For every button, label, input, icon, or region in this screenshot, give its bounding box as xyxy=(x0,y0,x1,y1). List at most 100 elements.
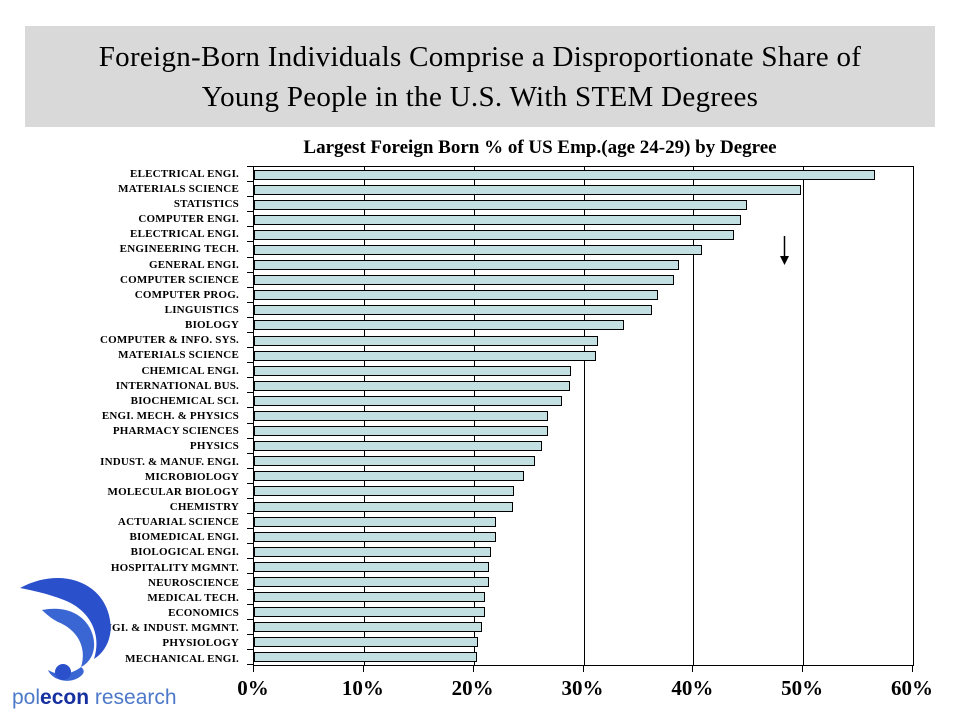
y-axis-label: ACTUARIAL SCIENCE xyxy=(117,516,239,529)
x-axis-tick xyxy=(472,666,474,672)
y-axis-label: PHYSICS xyxy=(189,440,239,453)
y-axis-label: ENGI. & INDUST. MGMNT. xyxy=(96,622,239,635)
y-axis-label: COMPUTER & INFO. SYS. xyxy=(100,334,239,347)
y-axis-tick xyxy=(247,407,253,408)
y-axis-tick xyxy=(247,528,253,529)
y-axis-tick xyxy=(247,302,253,303)
y-axis-tick xyxy=(247,604,253,605)
logo-text-research: research xyxy=(89,686,177,709)
y-axis-label: ENGINEERING TECH. xyxy=(119,243,239,256)
y-axis-tick xyxy=(247,483,253,484)
bar xyxy=(254,471,525,482)
slide-title-line2: Young People in the U.S. With STEM Degre… xyxy=(201,80,759,113)
bar xyxy=(254,607,485,618)
y-axis-labels: ELECTRICAL ENGI. MATERIALS SCIENCE STATIST… xyxy=(0,166,246,666)
bar xyxy=(254,245,703,255)
x-axis-tick xyxy=(362,666,364,672)
y-axis-tick xyxy=(247,619,253,620)
x-axis-tick-label: 50% xyxy=(781,676,824,700)
bar xyxy=(254,229,734,240)
bar xyxy=(254,561,490,572)
bar xyxy=(254,637,479,648)
y-axis-tick xyxy=(247,543,253,544)
bar xyxy=(254,531,496,542)
bar xyxy=(254,214,741,225)
down-arrow-annotation xyxy=(779,236,790,271)
y-axis-tick xyxy=(247,241,253,242)
y-axis-label: BIOCHEMICAL SCI. xyxy=(130,394,239,407)
plot-area xyxy=(253,166,914,666)
y-axis-tick xyxy=(247,423,253,424)
logo-text-econ: econ xyxy=(40,686,90,709)
bar xyxy=(254,456,536,467)
y-axis-tick xyxy=(247,664,253,665)
x-axis-tick xyxy=(802,666,804,672)
bar xyxy=(254,290,659,301)
y-axis-tick xyxy=(247,573,253,574)
y-axis-tick xyxy=(247,649,253,650)
y-axis-label: GENERAL ENGI. xyxy=(148,258,239,271)
gridline-50% xyxy=(803,167,805,665)
y-axis-tick xyxy=(247,589,253,590)
bar xyxy=(254,426,549,437)
logo-text-pol: pol xyxy=(12,686,41,709)
y-axis-tick xyxy=(247,211,253,212)
y-axis-label: PHYSIOLOGY xyxy=(162,637,239,650)
bar xyxy=(254,411,549,421)
y-axis-tick xyxy=(247,347,253,348)
y-axis-label: LINGUISTICS xyxy=(164,303,239,316)
y-axis-label: MICROBIOLOGY xyxy=(144,470,239,483)
bar xyxy=(254,501,514,512)
bar xyxy=(254,577,490,587)
y-axis-label: COMPUTER ENGI. xyxy=(138,213,239,226)
y-axis-tick xyxy=(247,438,253,439)
bar xyxy=(254,260,680,271)
slide-title-line1: Foreign-Born Individuals Comprise a Disp… xyxy=(98,40,862,73)
y-axis-label: ENGI. MECH. & PHYSICS xyxy=(101,410,239,423)
bar xyxy=(254,365,572,376)
bar xyxy=(254,350,596,361)
y-axis-label: COMPUTER SCIENCE xyxy=(119,273,239,286)
y-axis-tick xyxy=(247,362,253,363)
bar xyxy=(254,199,748,210)
y-axis-label: BIOLOGY xyxy=(185,319,239,332)
bar xyxy=(254,652,477,663)
x-axis-tick xyxy=(253,666,254,672)
chart-title: Largest Foreign Born % of US Emp.(age 24… xyxy=(303,137,777,158)
y-axis-label: NEUROSCIENCE xyxy=(147,576,239,589)
y-axis-tick xyxy=(247,272,253,273)
y-axis-label: ELECTRICAL ENGI. xyxy=(130,228,239,241)
y-axis-tick xyxy=(247,257,253,258)
slide-title-box: Foreign-Born Individuals Comprise a Disp… xyxy=(25,26,935,127)
bar xyxy=(254,305,652,316)
y-axis-label: CHEMICAL ENGI. xyxy=(141,364,239,377)
y-axis-tick xyxy=(247,634,253,635)
bar xyxy=(254,622,483,633)
x-axis-tick-label: 60% xyxy=(891,676,933,700)
y-axis-label: STATISTICS xyxy=(173,197,239,210)
y-axis-tick xyxy=(247,558,253,559)
y-axis-label: INTERNATIONAL BUS. xyxy=(115,379,239,392)
y-axis-tick xyxy=(247,377,253,378)
y-axis-label: CHEMISTRY xyxy=(169,501,239,514)
y-axis-tick xyxy=(247,166,253,167)
y-axis-label: HOSPITALITY MGMNT. xyxy=(110,561,239,574)
bar xyxy=(254,592,485,603)
y-axis-tick xyxy=(247,392,253,393)
gridline-40% xyxy=(693,167,695,665)
y-axis-tick xyxy=(247,317,253,318)
x-axis-tick-label: 10% xyxy=(341,676,384,700)
polecon-logo: polecon research xyxy=(6,572,177,709)
x-axis-tick xyxy=(692,666,694,672)
x-axis-tick xyxy=(912,666,913,672)
y-axis-label: MEDICAL TECH. xyxy=(147,591,239,604)
bar xyxy=(254,320,625,331)
y-axis-tick xyxy=(247,332,253,333)
logo-wordmark: polecon research xyxy=(12,686,177,710)
y-axis-label: ELECTRICAL ENGI. xyxy=(130,167,239,180)
x-axis-tick xyxy=(582,666,584,672)
y-axis-tick xyxy=(247,181,253,182)
y-axis-label: BIOMEDICAL ENGI. xyxy=(129,531,239,544)
bar xyxy=(254,184,801,195)
